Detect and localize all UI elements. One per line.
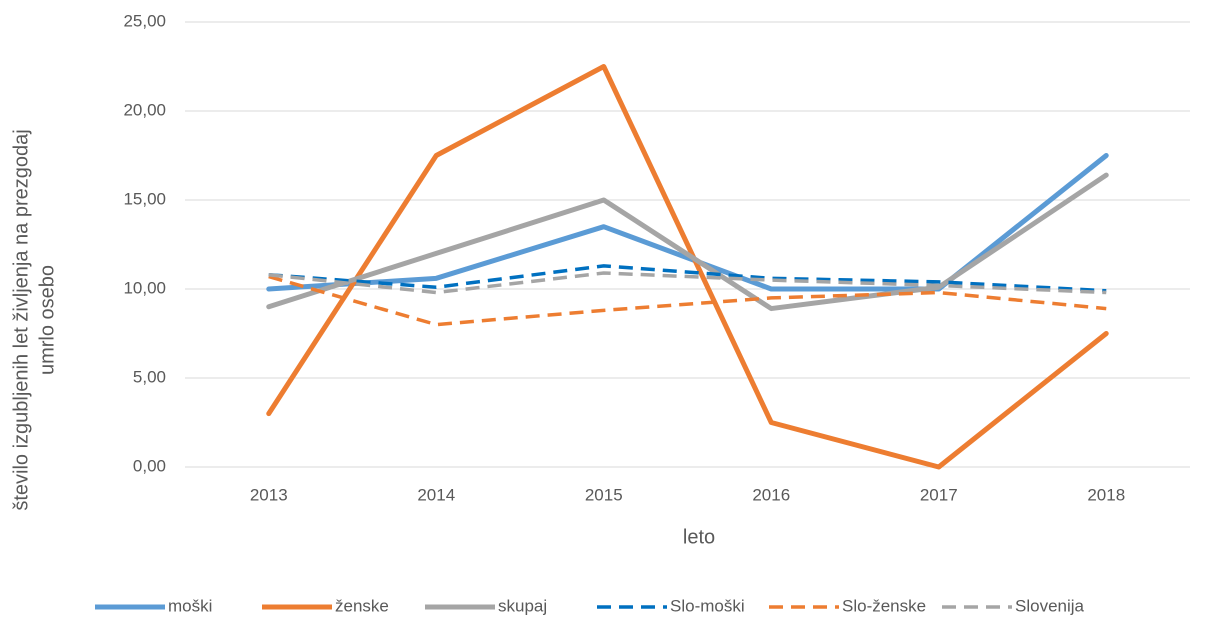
legend-label: Slo-moški — [670, 596, 745, 615]
x-tick-label: 2016 — [752, 485, 790, 504]
y-tick-label: 0,00 — [133, 456, 166, 475]
series-line — [268, 274, 1107, 327]
x-tick-label: 2018 — [1087, 485, 1125, 504]
x-axis-title: leto — [683, 526, 715, 548]
y-tick-label: 25,00 — [123, 11, 166, 30]
legend-label: moški — [168, 596, 212, 615]
legend-label: Slovenija — [1015, 596, 1085, 615]
series-line — [266, 172, 1109, 312]
x-tick-label: 2013 — [250, 485, 288, 504]
y-axis-title: umrlo osebo — [36, 265, 58, 375]
y-tick-label: 15,00 — [123, 189, 166, 208]
y-tick-label: 10,00 — [123, 278, 166, 297]
y-tick-label: 20,00 — [123, 100, 166, 119]
x-tick-label: 2014 — [417, 485, 455, 504]
y-tick-label: 5,00 — [133, 367, 166, 386]
series-line — [266, 64, 1109, 470]
legend-label: skupaj — [498, 596, 547, 615]
x-tick-label: 2015 — [585, 485, 623, 504]
legend-label: ženske — [335, 596, 389, 615]
legend-label: Slo-ženske — [842, 596, 926, 615]
series-line — [268, 271, 1107, 295]
series-line — [268, 264, 1107, 293]
y-axis-title: število izgubljenih let življenja na pre… — [10, 129, 32, 510]
x-tick-label: 2017 — [920, 485, 958, 504]
